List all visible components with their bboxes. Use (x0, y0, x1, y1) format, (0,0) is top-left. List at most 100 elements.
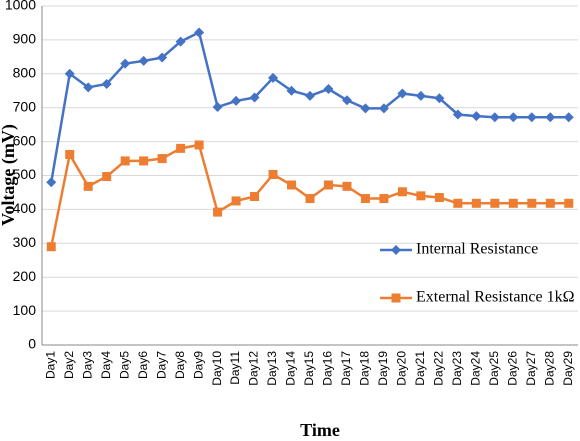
y-tick-label: 1000 (5, 0, 36, 13)
y-tick-label: 800 (13, 65, 37, 81)
point (545, 112, 556, 123)
x-tick-label: Day4 (99, 351, 113, 379)
point (287, 180, 297, 190)
point (434, 93, 445, 104)
point (138, 55, 149, 66)
point (452, 109, 463, 120)
point (212, 102, 223, 113)
point (157, 52, 168, 63)
point (83, 181, 93, 191)
point (545, 198, 555, 208)
point (360, 194, 370, 204)
y-tick-label: 900 (13, 31, 37, 47)
point (341, 95, 352, 106)
point (101, 78, 112, 89)
point (64, 68, 75, 79)
y-tick-label: 200 (13, 268, 37, 284)
x-tick-label: Day13 (265, 351, 279, 386)
y-tick-label: 400 (13, 200, 37, 216)
point (490, 198, 500, 208)
point (249, 92, 260, 103)
x-tick-label: Day8 (173, 351, 187, 379)
point (564, 198, 574, 208)
point (213, 207, 223, 217)
point (323, 180, 333, 190)
x-tick-label: Day18 (358, 351, 372, 386)
x-tick-label: Day1 (43, 351, 57, 379)
x-tick-label: Day20 (395, 351, 409, 386)
x-tick-label: Day3 (80, 351, 94, 379)
point (471, 111, 482, 122)
x-tick-label: Day23 (450, 351, 464, 386)
point (46, 242, 56, 252)
point (471, 198, 481, 208)
legend-marker (391, 245, 401, 255)
x-tick-label: Day10 (210, 351, 224, 386)
x-tick-label: Day17 (339, 351, 353, 386)
point (102, 172, 112, 182)
point (268, 169, 278, 179)
point (360, 103, 371, 114)
x-tick-label: Day12 (247, 351, 261, 386)
legend-label: External Resistance 1kΩ (416, 289, 575, 306)
x-tick-label: Day16 (321, 351, 335, 386)
y-tick-label: 500 (13, 166, 37, 182)
point (176, 143, 186, 153)
point (120, 58, 131, 69)
x-tick-label: Day21 (413, 351, 427, 386)
x-tick-label: Day6 (136, 351, 150, 379)
point (305, 194, 315, 204)
point (527, 198, 537, 208)
point (489, 112, 500, 123)
point (508, 112, 519, 123)
y-axis-label: Voltage (mV) (0, 124, 19, 226)
point (434, 193, 444, 203)
x-tick-label: Day27 (524, 351, 538, 386)
point (526, 112, 537, 123)
point (453, 198, 463, 208)
x-tick-label: Day19 (376, 351, 390, 386)
point (250, 192, 260, 202)
x-tick-label: Day2 (62, 351, 76, 379)
point (508, 198, 518, 208)
x-tick-label: Day14 (284, 351, 298, 386)
point (175, 36, 186, 47)
y-tick-label: 300 (13, 234, 37, 250)
y-tick-label: 600 (13, 132, 37, 148)
point (286, 85, 297, 96)
x-tick-label: Day28 (542, 351, 556, 386)
point (342, 181, 352, 191)
point (46, 177, 57, 188)
point (194, 140, 204, 150)
legend-marker (391, 293, 401, 303)
point (231, 196, 241, 206)
point (157, 154, 167, 164)
legend-label: Internal Resistance (416, 241, 538, 258)
point (563, 112, 574, 123)
x-tick-label: Day22 (432, 351, 446, 386)
x-tick-label: Day24 (469, 351, 483, 386)
x-axis-label: Time (300, 420, 340, 440)
point (415, 90, 426, 101)
x-tick-label: Day25 (487, 351, 501, 386)
point (194, 27, 205, 38)
x-tick-label: Day15 (302, 351, 316, 386)
point (305, 90, 315, 101)
x-tick-label: Day29 (561, 351, 575, 386)
point (231, 95, 242, 106)
point (120, 156, 130, 166)
point (323, 84, 334, 95)
x-tick-label: Day7 (154, 351, 168, 379)
y-tick-label: 100 (13, 302, 37, 318)
x-tick-label: Day5 (117, 351, 131, 379)
point (139, 156, 149, 166)
point (83, 82, 94, 93)
point (65, 149, 75, 159)
point (416, 191, 426, 201)
x-tick-label: Day9 (191, 351, 205, 379)
point (379, 194, 389, 204)
point (378, 103, 389, 114)
y-tick-label: 700 (13, 98, 37, 114)
point (397, 88, 408, 99)
